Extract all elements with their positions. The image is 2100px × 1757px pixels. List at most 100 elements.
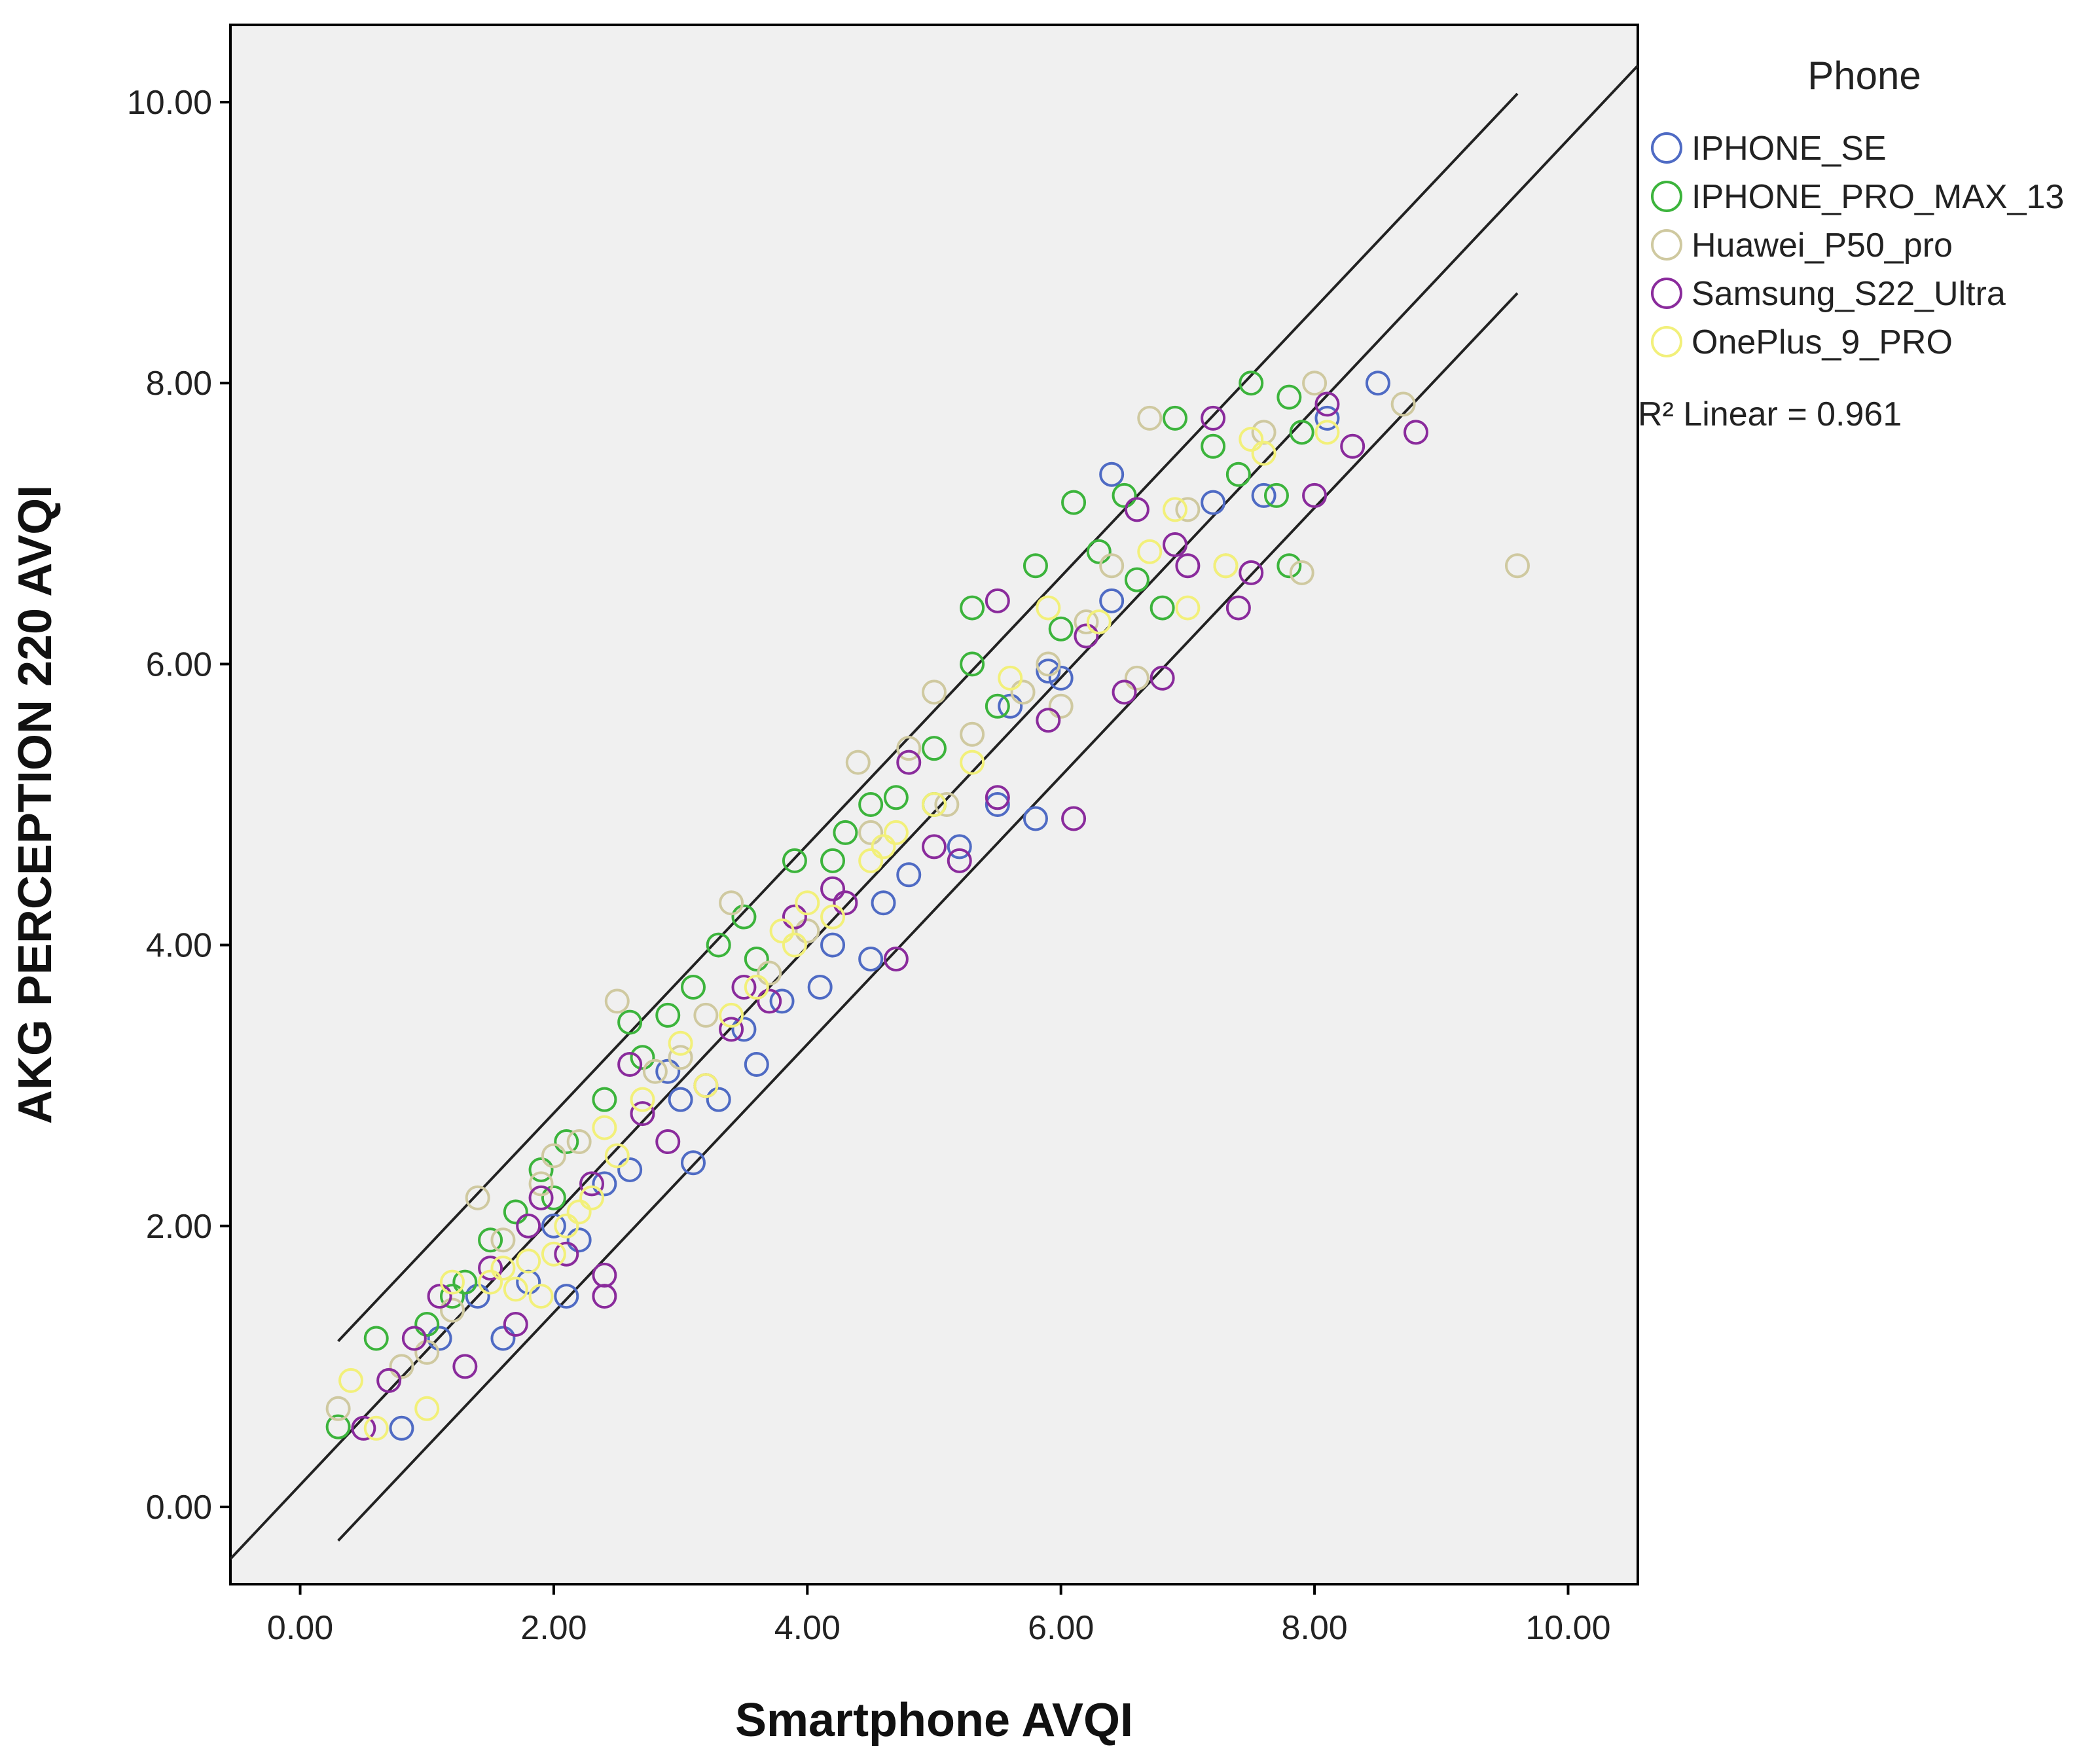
- data-point: [503, 1312, 528, 1337]
- y-tick-label: 2.00: [146, 1208, 212, 1246]
- legend-label: OnePlus_9_PRO: [1692, 323, 1953, 361]
- data-point: [1099, 462, 1125, 487]
- y-axis: 0.00 2.00 4.00 6.00 8.00 10.00: [127, 84, 230, 1527]
- data-point: [883, 820, 909, 845]
- x-tick-label: 2.00: [520, 1609, 587, 1647]
- fit-line-lower: [337, 292, 1519, 1542]
- data-point: [1289, 420, 1314, 445]
- data-points: [325, 371, 1530, 1441]
- data-point: [719, 890, 744, 916]
- data-point: [516, 1248, 541, 1274]
- data-point: [490, 1326, 516, 1351]
- data-point: [1163, 405, 1188, 431]
- data-point: [883, 947, 909, 972]
- data-point: [795, 890, 820, 916]
- legend-label: Huawei_P50_pro: [1692, 226, 1953, 264]
- data-point: [592, 1262, 617, 1288]
- data-point: [985, 693, 1010, 719]
- data-point: [960, 721, 985, 747]
- data-point: [1137, 539, 1163, 564]
- data-point: [528, 1185, 554, 1210]
- data-point: [1302, 371, 1328, 396]
- data-point: [757, 960, 782, 986]
- data-point: [1036, 708, 1061, 733]
- data-point: [655, 1002, 681, 1028]
- data-point: [858, 792, 884, 817]
- data-point: [1276, 553, 1302, 579]
- y-tick-label: 0.00: [146, 1489, 212, 1527]
- data-point: [1175, 497, 1201, 522]
- data-point: [465, 1185, 490, 1210]
- data-point: [795, 918, 820, 944]
- data-point: [1048, 665, 1074, 691]
- data-point: [541, 1185, 566, 1210]
- x-axis: 0.00 2.00 4.00 6.00 8.00 10.00: [267, 1584, 1611, 1647]
- legend-label: IPHONE_PRO_MAX_13: [1692, 178, 2064, 216]
- data-point: [439, 1269, 465, 1295]
- data-point: [668, 1087, 693, 1112]
- legend-marker: [1651, 229, 1682, 261]
- data-point: [1023, 806, 1048, 831]
- data-point: [452, 1269, 478, 1295]
- data-point: [427, 1326, 452, 1351]
- data-point: [820, 932, 846, 958]
- data-point: [401, 1326, 427, 1351]
- data-point: [528, 1171, 554, 1197]
- data-point: [744, 974, 769, 1000]
- data-point: [960, 750, 985, 775]
- data-point: [858, 947, 884, 972]
- data-point: [820, 848, 846, 873]
- legend-marker: [1651, 278, 1682, 309]
- y-tick-label: 4.00: [146, 927, 212, 965]
- data-point: [1251, 441, 1276, 466]
- data-point: [1086, 539, 1112, 564]
- data-point: [554, 1129, 579, 1155]
- data-point: [922, 679, 947, 705]
- data-point: [541, 1213, 566, 1239]
- data-point: [1086, 609, 1112, 635]
- data-point: [325, 1396, 351, 1421]
- data-point: [1390, 391, 1416, 417]
- data-point: [1201, 433, 1226, 459]
- data-point: [363, 1415, 389, 1441]
- data-point: [883, 785, 909, 810]
- data-point: [985, 785, 1010, 810]
- data-point: [452, 1354, 478, 1379]
- data-point: [1403, 420, 1429, 445]
- data-point: [554, 1213, 579, 1239]
- data-point: [516, 1213, 541, 1239]
- data-point: [1010, 679, 1036, 705]
- fit-lines: [230, 64, 1638, 1560]
- data-point: [325, 1414, 351, 1440]
- data-point: [554, 1241, 579, 1267]
- data-point: [998, 693, 1023, 719]
- data-point: [1239, 427, 1264, 452]
- data-point: [706, 1087, 731, 1112]
- data-point: [1048, 693, 1074, 719]
- legend-marker: [1651, 326, 1682, 357]
- data-point: [1124, 497, 1150, 522]
- x-tick-label: 8.00: [1281, 1609, 1347, 1647]
- data-point: [833, 890, 858, 916]
- data-point: [630, 1101, 655, 1127]
- data-point: [389, 1415, 414, 1441]
- data-point: [1263, 482, 1289, 508]
- x-axis-title: Smartphone AVQI: [735, 1694, 1133, 1747]
- data-point: [376, 1368, 402, 1393]
- data-point: [617, 1009, 643, 1035]
- data-point: [655, 1129, 681, 1155]
- data-point: [1023, 553, 1048, 579]
- data-point: [1150, 665, 1175, 691]
- data-point: [731, 974, 757, 1000]
- legend: IPHONE_SE IPHONE_PRO_MAX_13 Huawei_P50_pro…: [1651, 130, 2064, 361]
- data-point: [592, 1171, 617, 1197]
- data-point: [414, 1396, 440, 1421]
- data-point: [1074, 623, 1099, 649]
- data-point: [427, 1284, 452, 1309]
- data-point: [490, 1256, 516, 1281]
- data-point: [731, 1017, 757, 1042]
- data-point: [693, 1073, 719, 1098]
- data-point: [1150, 595, 1175, 621]
- data-point: [1239, 560, 1264, 585]
- data-point: [655, 1059, 681, 1084]
